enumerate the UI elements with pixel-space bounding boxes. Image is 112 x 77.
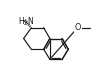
Text: H$_2$N: H$_2$N: [18, 15, 34, 28]
Text: O: O: [74, 23, 80, 32]
